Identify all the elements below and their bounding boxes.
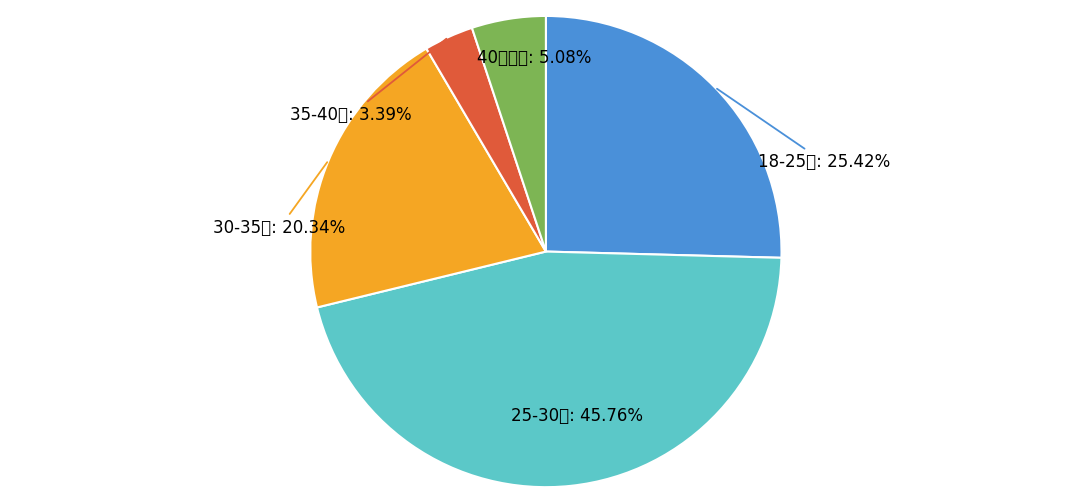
Text: 35-40岁: 3.39%: 35-40岁: 3.39% (289, 38, 446, 124)
Wedge shape (310, 49, 545, 307)
Wedge shape (318, 252, 782, 487)
Wedge shape (472, 16, 545, 252)
Wedge shape (545, 16, 782, 258)
Text: 18-25岁: 25.42%: 18-25岁: 25.42% (717, 89, 890, 171)
Text: 25-30岁: 45.76%: 25-30岁: 45.76% (511, 408, 643, 483)
Text: 30-35岁: 20.34%: 30-35岁: 20.34% (214, 162, 346, 237)
Text: 40岁以上: 5.08%: 40岁以上: 5.08% (477, 21, 591, 67)
Wedge shape (427, 28, 545, 252)
